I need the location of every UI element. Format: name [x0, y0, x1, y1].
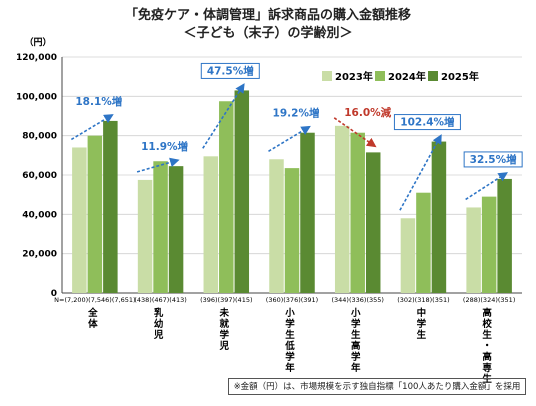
change-label: 19.2%増: [273, 107, 320, 120]
x-category-label: 専: [482, 362, 492, 374]
bar: [350, 132, 365, 293]
y-tick-label: 120,000: [16, 53, 57, 63]
increase-arrow: [399, 134, 442, 211]
x-category-label: 高: [351, 340, 361, 352]
legend-label: 2024年: [388, 70, 426, 83]
legend-swatch: [375, 71, 385, 81]
x-category-label: 年: [351, 362, 361, 374]
change-label: 32.5%増: [470, 153, 517, 166]
x-category-label: 学: [417, 318, 427, 330]
bar: [481, 196, 497, 293]
x-category-label: 小: [284, 307, 295, 319]
n-label: (396)(397)(415): [200, 296, 252, 304]
annotation-box: [393, 114, 461, 131]
legend-swatch: [322, 71, 332, 81]
x-category-label: 低: [284, 340, 295, 352]
increase-arrow: [268, 125, 311, 152]
footnote: ※金額（円）は、市場規模を示す独自指標「100人あたり購入金額」を採用: [228, 378, 526, 395]
increase-arrow: [465, 172, 508, 201]
bar: [87, 135, 103, 293]
annotation-box: [200, 62, 260, 79]
legend-label: 2023年: [335, 70, 373, 83]
x-category-label: 高: [482, 351, 492, 363]
chart-title: 「免疫ケア・体調管理」訴求商品の購入金額推移: [124, 8, 411, 23]
x-category-label: 生: [482, 329, 492, 341]
x-category-label: ・: [482, 341, 492, 352]
y-tick-label: 60,000: [22, 171, 57, 181]
x-category-label: 学: [351, 318, 361, 330]
increase-arrow: [202, 83, 245, 149]
x-category-label: 生: [285, 329, 295, 341]
x-category-label: 小: [350, 307, 361, 319]
n-label: (360)(376)(391): [266, 296, 318, 304]
x-category-label: 就: [220, 318, 230, 330]
increase-arrow: [136, 157, 180, 173]
bar: [103, 120, 118, 294]
x-category-label: 学: [285, 351, 295, 363]
bar: [203, 156, 219, 293]
x-category-label: 生: [351, 329, 361, 341]
n-label: (438)(467)(413): [134, 296, 186, 304]
x-category-label: 未: [219, 307, 230, 319]
bar: [137, 179, 153, 293]
x-category-label: 学: [351, 351, 361, 363]
change-label: 16.0%減: [344, 106, 391, 119]
n-label: N=(7,200)(7,546)(7,651): [54, 296, 135, 304]
x-category-label: 生: [417, 329, 427, 341]
decrease-arrow: [333, 117, 377, 148]
x-category-label: 生: [482, 373, 492, 385]
x-category-label: 校: [482, 318, 492, 330]
bar: [72, 147, 87, 293]
bar: [300, 132, 315, 293]
bar: [168, 166, 184, 293]
annotation-box: [463, 151, 523, 168]
x-category-label: 体: [88, 318, 98, 330]
x-category-label: 幼: [154, 318, 164, 330]
bar: [400, 218, 416, 293]
x-category-label: 乳: [154, 307, 164, 319]
change-label: 102.4%増: [400, 116, 454, 129]
n-label: (302)(318)(351): [397, 296, 449, 304]
y-axis-unit: （円）: [24, 37, 51, 48]
change-label: 11.9%増: [141, 140, 188, 153]
change-label: 47.5%増: [207, 64, 254, 77]
change-label: 18.1%増: [75, 95, 122, 108]
x-category-label: 学: [220, 329, 230, 341]
n-label: (288)(324)(351): [463, 296, 515, 304]
y-tick-label: 0: [51, 289, 57, 299]
bar: [365, 152, 381, 293]
bar: [234, 90, 250, 293]
bar: [153, 161, 168, 293]
bar: [497, 178, 512, 293]
bar: [431, 141, 447, 293]
y-tick-label: 100,000: [16, 92, 57, 102]
y-tick-label: 40,000: [22, 210, 57, 220]
legend-label: 2025年: [441, 70, 479, 83]
y-tick-label: 80,000: [22, 132, 57, 142]
bar: [466, 207, 481, 293]
x-category-label: 児: [153, 330, 164, 341]
x-category-label: 児: [219, 341, 230, 352]
chart-subtitle: ＜子ども（末子）の学齢別＞: [183, 26, 353, 41]
x-category-label: 全: [87, 307, 98, 319]
bar: [416, 192, 431, 293]
x-category-label: 年: [285, 362, 295, 374]
x-category-label: 中: [417, 307, 427, 319]
y-tick-label: 20,000: [22, 250, 57, 260]
x-category-label: 高: [482, 307, 492, 319]
legend-swatch: [428, 71, 438, 81]
bar: [284, 168, 300, 293]
increase-arrow: [70, 114, 114, 141]
bar: [269, 159, 284, 293]
bar: [334, 125, 350, 293]
bar: [219, 101, 234, 293]
n-label: (344)(336)(355): [331, 296, 383, 304]
x-category-label: 学: [285, 318, 295, 330]
